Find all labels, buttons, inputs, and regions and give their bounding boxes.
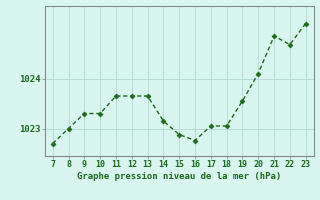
X-axis label: Graphe pression niveau de la mer (hPa): Graphe pression niveau de la mer (hPa): [77, 172, 281, 181]
